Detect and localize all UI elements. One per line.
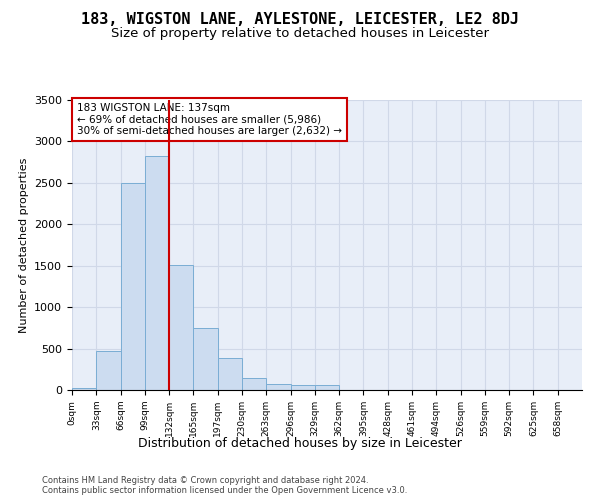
Y-axis label: Number of detached properties: Number of detached properties: [19, 158, 29, 332]
Bar: [315, 386, 339, 390]
Bar: [218, 358, 242, 390]
Bar: [121, 183, 145, 390]
Text: 183, WIGSTON LANE, AYLESTONE, LEICESTER, LE2 8DJ: 183, WIGSTON LANE, AYLESTONE, LEICESTER,…: [81, 12, 519, 28]
Bar: [145, 156, 169, 390]
Bar: [169, 265, 193, 390]
Text: Size of property relative to detached houses in Leicester: Size of property relative to detached ho…: [111, 28, 489, 40]
Text: Contains HM Land Registry data © Crown copyright and database right 2024.
Contai: Contains HM Land Registry data © Crown c…: [42, 476, 407, 495]
Bar: [96, 352, 121, 390]
Text: Distribution of detached houses by size in Leicester: Distribution of detached houses by size …: [138, 438, 462, 450]
Bar: [266, 384, 290, 390]
Text: 183 WIGSTON LANE: 137sqm
← 69% of detached houses are smaller (5,986)
30% of sem: 183 WIGSTON LANE: 137sqm ← 69% of detach…: [77, 103, 342, 136]
Bar: [290, 386, 315, 390]
Bar: [242, 378, 266, 390]
Bar: [72, 388, 96, 390]
Bar: [193, 328, 218, 390]
